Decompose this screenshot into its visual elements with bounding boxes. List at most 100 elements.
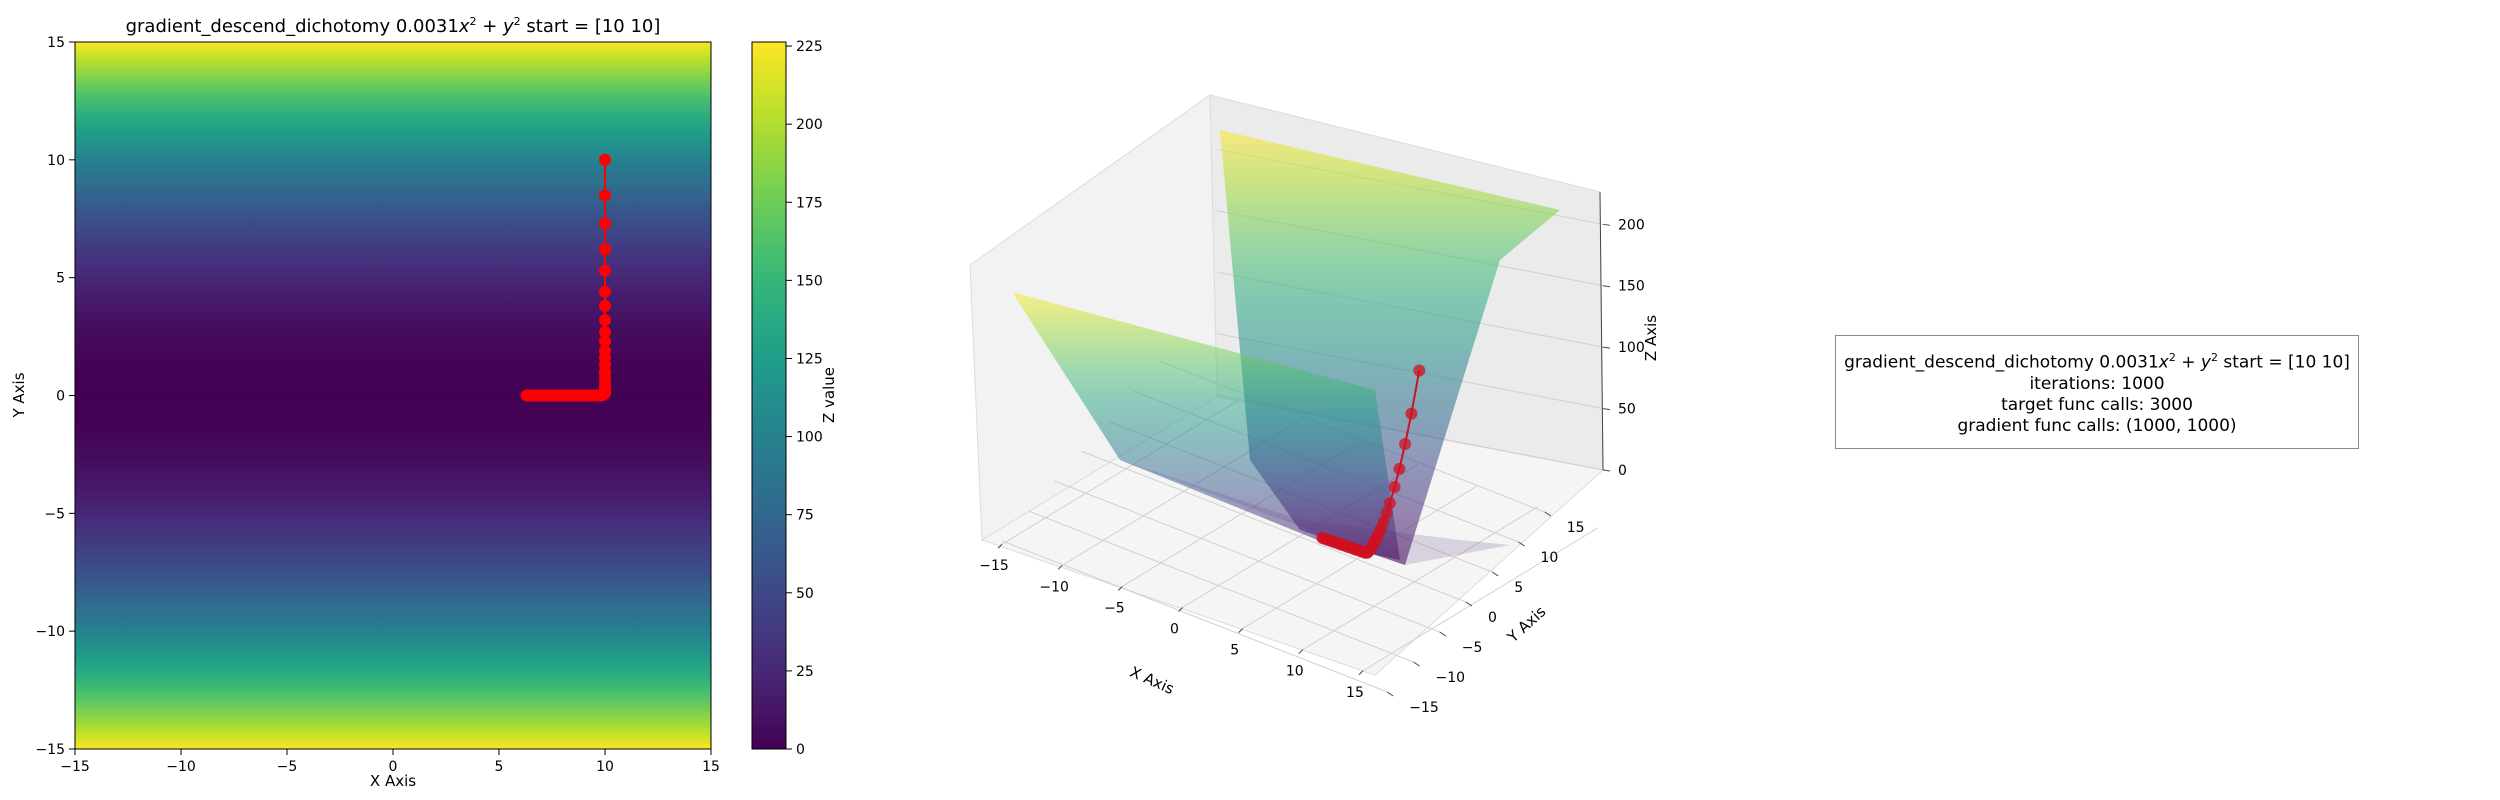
3d-x-tick-label: −5 <box>1104 600 1125 616</box>
3d-y-tick <box>1465 601 1473 607</box>
3d-x-tick <box>1178 607 1183 612</box>
heatmap-y-ticks: −15 −10 −5 0 5 10 15 <box>35 35 75 758</box>
colorbar-tick-label: 200 <box>796 117 823 133</box>
descent-path-point <box>599 325 611 338</box>
descent-path-point <box>599 299 611 312</box>
descent-path-point <box>599 243 611 256</box>
3d-y-tick-label: −5 <box>1462 640 1483 656</box>
3d-z-tick <box>1602 346 1611 349</box>
3d-x-axis: −15 −10 −5 0 5 10 15 <box>979 543 1364 701</box>
colorbar-tick-label: 175 <box>796 195 823 211</box>
3d-z-tick <box>1602 285 1611 288</box>
3d-path-point <box>1399 438 1412 450</box>
3d-path-point <box>1388 481 1401 493</box>
heatmap-y-tick-label: 15 <box>47 35 65 51</box>
3d-y-tick-label: −15 <box>1409 700 1439 716</box>
3d-grid-line <box>1302 506 1539 651</box>
3d-x-tick <box>1358 670 1364 676</box>
3d-y-tick <box>1413 661 1420 667</box>
3d-x-tick <box>1057 564 1063 570</box>
3d-z-tick-label: 100 <box>1618 340 1645 356</box>
3d-ylabel: Y Axis <box>1503 602 1549 646</box>
heatmap-x-ticks: −15 −10 −5 0 5 10 15 <box>60 749 720 775</box>
colorbar-ticks: 0 25 50 75 100 125 150 175 200 225 <box>786 39 823 758</box>
descent-path-point <box>599 217 611 230</box>
3d-z-tick-label: 50 <box>1618 402 1636 418</box>
heatmap-y-tick-label: −15 <box>35 742 65 758</box>
3d-xlabel: X Axis <box>1127 663 1177 698</box>
colorbar-tick-label: 225 <box>796 39 823 55</box>
heatmap-x-tick-label: −10 <box>166 759 196 775</box>
3d-grid-line <box>1362 527 1599 672</box>
heatmap-x-tick-label: 0 <box>389 759 398 775</box>
3d-x-tick <box>1117 586 1123 591</box>
3d-z-tick-label: 200 <box>1618 217 1645 233</box>
3d-y-tick <box>1439 631 1447 637</box>
3d-x-tick <box>1238 628 1244 633</box>
3d-x-tick-label: −10 <box>1039 579 1069 595</box>
3d-zlabel: Z Axis <box>1642 315 1660 361</box>
heatmap-x-tick-label: −5 <box>277 759 298 775</box>
3d-x-tick-label: 0 <box>1170 622 1179 638</box>
3d-surface <box>1012 130 1560 565</box>
heatmap-x-tick-label: 15 <box>702 759 720 775</box>
3d-path-point <box>1413 364 1426 377</box>
heatmap-x-tick-label: 10 <box>596 759 614 775</box>
colorbar-tick-label: 50 <box>796 586 814 602</box>
3d-path-point <box>1393 462 1406 475</box>
3d-y-tick-label: 15 <box>1567 520 1585 536</box>
3d-y-tick <box>1386 691 1394 697</box>
3d-x-tick-label: 15 <box>1346 685 1364 701</box>
3d-grid-line <box>1054 480 1440 633</box>
3d-x-tick-label: 5 <box>1230 643 1239 659</box>
descent-path-point <box>599 153 611 166</box>
3d-x-tick-label: −15 <box>979 558 1009 574</box>
colorbar-tick-label: 0 <box>796 742 805 758</box>
heatmap-y-tick-label: 10 <box>47 153 65 169</box>
descent-path-point <box>599 189 611 202</box>
info-title: gradient_descend_dichotomy 0.0031x2 + y2… <box>1844 351 2350 373</box>
3d-path-point <box>1383 497 1396 510</box>
3d-descent-path <box>1316 364 1426 559</box>
descent-path-point <box>520 389 533 402</box>
3d-y-tick <box>1518 541 1525 547</box>
3d-x-tick <box>997 543 1003 549</box>
info-iterations: iterations: 1000 <box>2029 373 2165 394</box>
heatmap-panel: gradient_descend_dichotomy 0.0031x2 + y2… <box>10 15 720 790</box>
colorbar: 0 25 50 75 100 125 150 175 200 225 Z value <box>751 39 838 758</box>
info-box: gradient_descend_dichotomy 0.0031x2 + y2… <box>1835 335 2359 449</box>
colorbar-tick-label: 75 <box>796 508 814 524</box>
heatmap-y-tick-label: −10 <box>35 624 65 640</box>
surface-valley <box>1120 460 1510 565</box>
info-gradient-calls: gradient func calls: (1000, 1000) <box>1957 415 2237 436</box>
3d-z-axis: 0 50 100 150 200 <box>1599 191 1645 479</box>
heatmap-y-tick-label: −5 <box>44 506 65 522</box>
3d-z-axis-line <box>1599 191 1604 471</box>
descent-path-point <box>599 264 611 277</box>
colorbar-tick-label: 125 <box>796 351 823 367</box>
heatmap-y-tick-label: 5 <box>56 271 65 287</box>
heatmap-y-tick-label: 0 <box>56 389 65 405</box>
3d-y-tick-label: 10 <box>1541 550 1559 566</box>
3d-grid-line <box>1028 510 1414 663</box>
3d-z-tick <box>1602 408 1611 411</box>
3d-z-tick-label: 0 <box>1618 463 1627 479</box>
heatmap-title: gradient_descend_dichotomy 0.0031x2 + y2… <box>126 15 661 37</box>
3d-x-tick <box>1298 649 1304 655</box>
descent-path <box>520 153 611 402</box>
heatmap-x-tick-label: −15 <box>60 759 90 775</box>
surface-near-wall <box>1012 292 1400 560</box>
descent-path-point <box>599 335 611 348</box>
3d-x-tick-label: 10 <box>1286 664 1304 680</box>
3d-y-tick <box>1544 511 1552 517</box>
colorbar-tick-label: 150 <box>796 273 823 289</box>
heatmap-image <box>75 42 711 749</box>
3d-y-tick-label: 5 <box>1514 580 1523 596</box>
descent-path-point <box>599 314 611 327</box>
3d-path-point <box>1405 407 1418 420</box>
3d-grid-line <box>1080 450 1467 603</box>
heatmap-ylabel: Y Axis <box>10 372 28 418</box>
descent-path-point <box>599 285 611 298</box>
colorbar-image <box>751 41 787 750</box>
